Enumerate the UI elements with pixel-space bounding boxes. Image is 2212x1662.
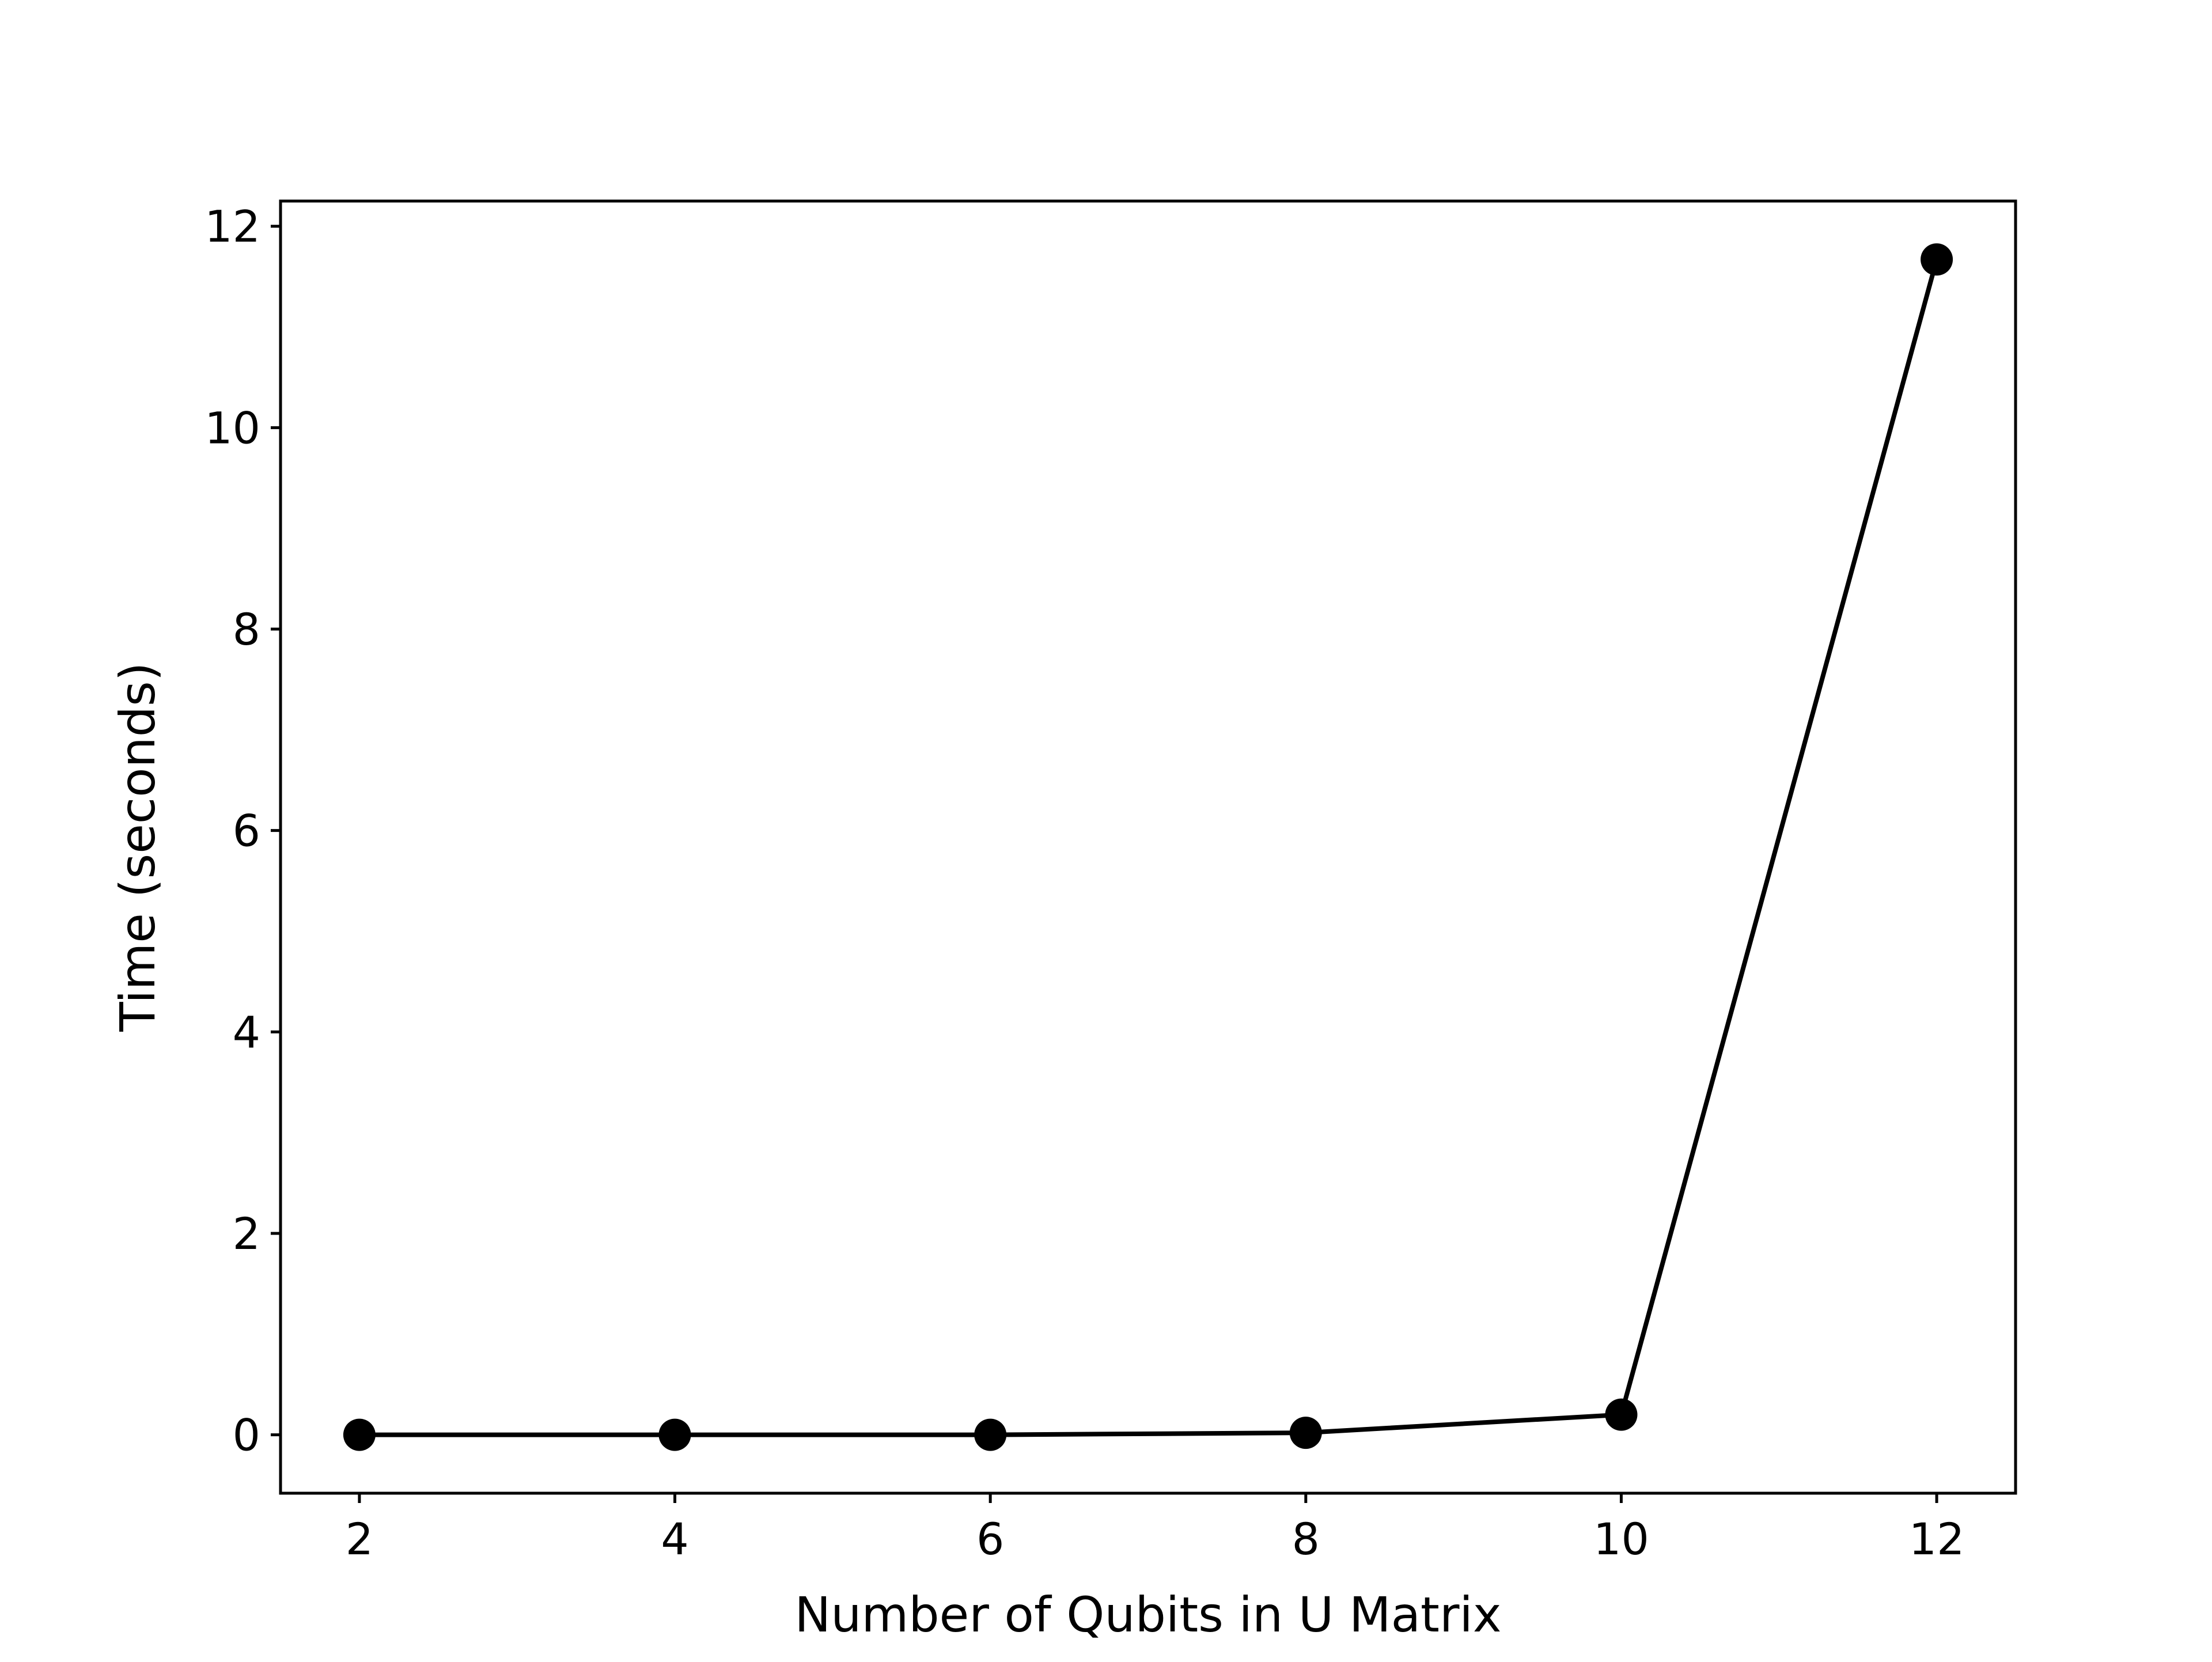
data-point: [1605, 1398, 1638, 1431]
data-point: [658, 1418, 691, 1451]
y-tick-label: 8: [233, 604, 260, 655]
y-tick-label: 4: [233, 1006, 260, 1058]
x-axis-ticks: 2 4 6 8 10 12: [346, 1493, 1965, 1565]
y-axis-ticks: 0 2 4 6 8 10 12: [204, 201, 281, 1461]
x-tick-label: 10: [1593, 1513, 1649, 1565]
x-axis-label: Number of Qubits in U Matrix: [794, 1587, 1501, 1643]
axes-frame: [279, 199, 2017, 1495]
y-tick-label: 12: [204, 201, 260, 252]
y-tick-label: 10: [204, 402, 260, 453]
data-point: [343, 1418, 376, 1451]
y-tick-label: 0: [233, 1410, 260, 1461]
data-point: [1921, 243, 1953, 276]
y-axis-label: Time (seconds): [109, 662, 166, 1032]
x-tick-label: 6: [976, 1513, 1004, 1565]
series-line: [357, 256, 1940, 1437]
y-tick-label: 6: [233, 805, 260, 857]
plot-area: [343, 243, 1953, 1451]
x-tick-label: 4: [661, 1513, 688, 1565]
y-tick-label: 2: [233, 1208, 260, 1259]
data-point: [974, 1418, 1007, 1451]
x-tick-label: 2: [346, 1513, 373, 1565]
x-tick-label: 8: [1292, 1513, 1320, 1565]
data-point: [1289, 1417, 1322, 1449]
x-tick-label: 12: [1909, 1513, 1965, 1565]
